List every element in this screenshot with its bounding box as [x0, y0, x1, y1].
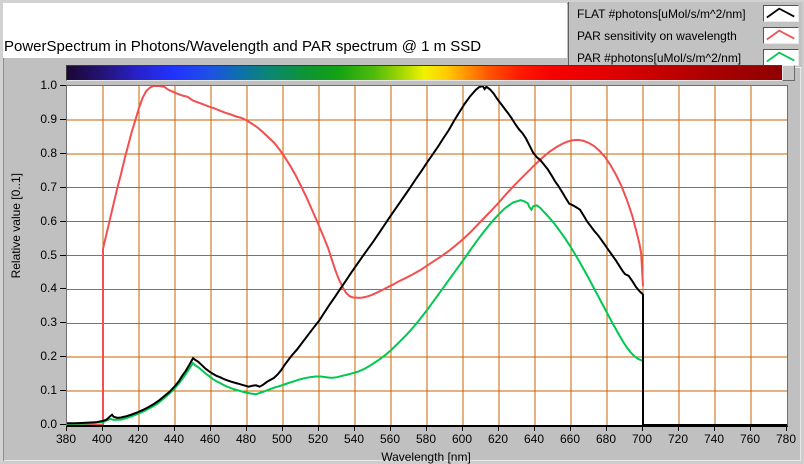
y-tick-label: 0.1 [40, 383, 57, 398]
y-tick-label: 0.6 [40, 213, 57, 228]
y-tick-mark [60, 220, 66, 222]
x-tick-label: 460 [199, 432, 221, 446]
x-tick-label: 400 [91, 432, 113, 446]
y-axis-title: Relative value [0..1] [9, 173, 23, 279]
x-tick-label: 720 [667, 432, 689, 446]
x-tick-mark [678, 426, 679, 431]
curve-1 [67, 86, 644, 425]
x-tick-mark [390, 426, 391, 431]
legend-label: PAR #photons[uMol/s/m^2/nm] [577, 51, 742, 65]
x-tick-mark [498, 426, 499, 431]
x-tick-label: 560 [379, 432, 401, 446]
x-tick-label: 420 [127, 432, 149, 446]
x-tick-mark [750, 426, 751, 431]
x-tick-label: 500 [271, 432, 293, 446]
x-tick-mark [354, 426, 355, 431]
x-tick-mark [426, 426, 427, 431]
plot-legend: FLAT #photons[uMol/s/m^2/nm] PAR sensiti… [568, 2, 802, 68]
page-title: PowerSpectrum in Photons/Wavelength and … [4, 38, 482, 55]
y-tick-label: 0.2 [40, 349, 57, 364]
y-tick-label: 1.0 [40, 78, 57, 92]
x-tick-mark [462, 426, 463, 431]
legend-item-par-photons[interactable]: PAR #photons[uMol/s/m^2/nm] [569, 49, 802, 67]
x-tick-mark [210, 426, 211, 431]
visible-spectrum-color-scale [66, 65, 782, 81]
y-tick-mark [60, 424, 66, 425]
title-strip: PowerSpectrum in Photons/Wavelength and … [3, 3, 567, 58]
x-tick-label: 380 [55, 432, 77, 446]
x-tick-mark [786, 426, 787, 431]
y-tick-mark [60, 288, 66, 290]
x-tick-mark [642, 426, 643, 431]
y-tick-label: 0.4 [40, 281, 57, 296]
spectrum-scale-end-cap [782, 65, 795, 81]
legend-item-par-sensitivity[interactable]: PAR sensitivity on wavelength [569, 27, 802, 45]
legend-label: FLAT #photons[uMol/s/m^2/nm] [577, 7, 746, 21]
x-tick-label: 660 [559, 432, 581, 446]
legend-line-sample[interactable] [763, 49, 799, 66]
line-sample-icon [766, 7, 795, 19]
x-tick-label: 640 [523, 432, 545, 446]
y-tick-label: 0.9 [40, 111, 57, 126]
x-tick-label: 600 [451, 432, 473, 446]
x-tick-mark [318, 426, 319, 431]
x-tick-mark [534, 426, 535, 431]
x-tick-mark [606, 426, 607, 431]
legend-line-sample[interactable] [763, 27, 799, 44]
x-tick-label: 740 [703, 432, 725, 446]
legend-line-sample[interactable] [763, 5, 799, 22]
line-sample-icon [766, 51, 795, 63]
x-tick-mark [174, 426, 175, 431]
x-axis-title: Wavelength [nm] [381, 450, 471, 464]
line-sample-icon [766, 29, 795, 41]
legend-label: PAR sensitivity on wavelength [577, 29, 737, 43]
x-tick-mark [102, 426, 103, 431]
y-tick-label: 0.3 [40, 315, 57, 330]
x-tick-label: 520 [307, 432, 329, 446]
x-tick-mark [570, 426, 571, 431]
curve-0 [67, 86, 787, 425]
y-tick-mark [60, 390, 66, 392]
x-tick-label: 580 [415, 432, 437, 446]
plot-canvas [66, 85, 788, 427]
x-tick-mark [246, 426, 247, 431]
y-tick-mark [60, 186, 66, 188]
x-tick-label: 780 [775, 432, 797, 446]
y-tick-mark [60, 85, 66, 86]
curve-2 [67, 199, 644, 425]
x-tick-mark [66, 426, 67, 431]
y-tick-label: 0.7 [40, 179, 57, 194]
y-tick-label: 0.8 [40, 145, 57, 160]
y-tick-label: 0.5 [40, 247, 57, 262]
legend-item-flat-photons[interactable]: FLAT #photons[uMol/s/m^2/nm] [569, 5, 802, 23]
plot-svg [67, 86, 787, 425]
x-tick-label: 540 [343, 432, 365, 446]
x-tick-label: 680 [595, 432, 617, 446]
x-tick-mark [282, 426, 283, 431]
x-tick-label: 620 [487, 432, 509, 446]
y-tick-label: 0.0 [40, 417, 57, 431]
x-tick-label: 700 [631, 432, 653, 446]
x-tick-mark [714, 426, 715, 431]
x-tick-label: 480 [235, 432, 257, 446]
y-tick-mark [60, 322, 66, 324]
y-tick-mark [60, 152, 66, 154]
y-tick-mark [60, 356, 66, 358]
x-tick-label: 760 [739, 432, 761, 446]
y-tick-mark [60, 254, 66, 256]
x-tick-label: 440 [163, 432, 185, 446]
x-tick-mark [138, 426, 139, 431]
y-tick-mark [60, 118, 66, 120]
